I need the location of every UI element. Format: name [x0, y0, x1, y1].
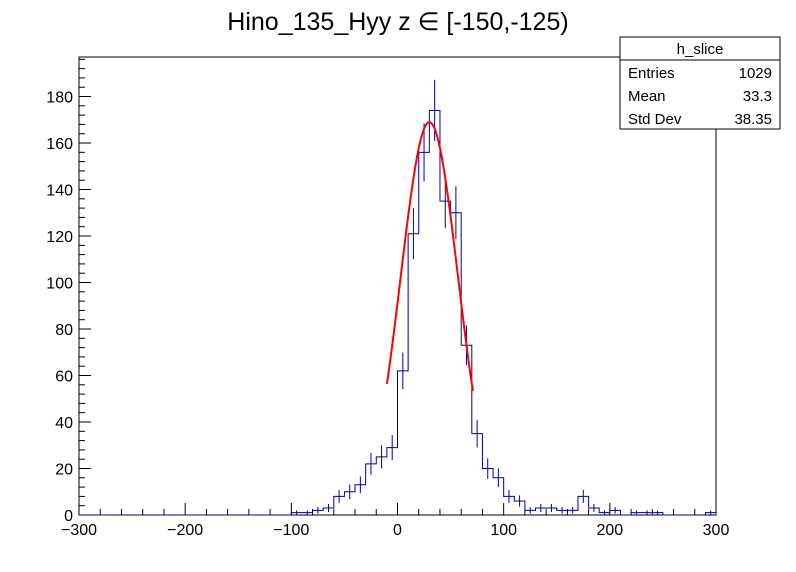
x-tick-label: −100: [273, 522, 309, 539]
x-tick-label: 200: [596, 522, 623, 539]
y-tick-label: 100: [46, 276, 73, 293]
x-tick-label: 0: [393, 522, 402, 539]
stats-entries-label: Entries: [628, 65, 675, 82]
y-tick-label: 60: [55, 369, 73, 386]
y-tick-label: 20: [55, 462, 73, 479]
stats-mean-label: Mean: [628, 88, 666, 105]
x-tick-label: −300: [61, 522, 97, 539]
x-tick-label: 300: [703, 522, 730, 539]
y-tick-label: 140: [46, 183, 73, 200]
y-tick-label: 0: [64, 508, 73, 525]
fit-curve: [385, 121, 474, 392]
stats-entries-value: 1029: [739, 65, 772, 82]
stats-box-background: [619, 36, 781, 130]
y-axis: 0 20 40 60 80 100 120 140 160 180: [46, 58, 91, 525]
y-tick-label: 160: [46, 136, 73, 153]
stats-box: h_slice Entries 1029 Mean 33.3 Std Dev 3…: [619, 36, 781, 130]
stats-stddev-value: 38.35: [734, 111, 772, 128]
y-tick-label: 80: [55, 322, 73, 339]
error-bars: [296, 79, 712, 515]
x-axis: −300 −200 −100 0 100 200 300: [61, 503, 729, 539]
y-tick-label: 180: [46, 90, 73, 107]
stats-box-title: h_slice: [677, 41, 724, 58]
x-tick-label: 100: [490, 522, 517, 539]
chart-title: Hino_135_Hyy z ∈ [-150,-125): [227, 8, 568, 36]
y-tick-label: 120: [46, 229, 73, 246]
stats-mean-value: 33.3: [743, 88, 772, 105]
stats-stddev-label: Std Dev: [628, 111, 682, 128]
y-tick-label: 40: [55, 415, 73, 432]
x-tick-label: −200: [167, 522, 203, 539]
plot-area: −300 −200 −100 0 100 200 300 0 20 40 60 80 100 120 14…: [46, 56, 729, 539]
